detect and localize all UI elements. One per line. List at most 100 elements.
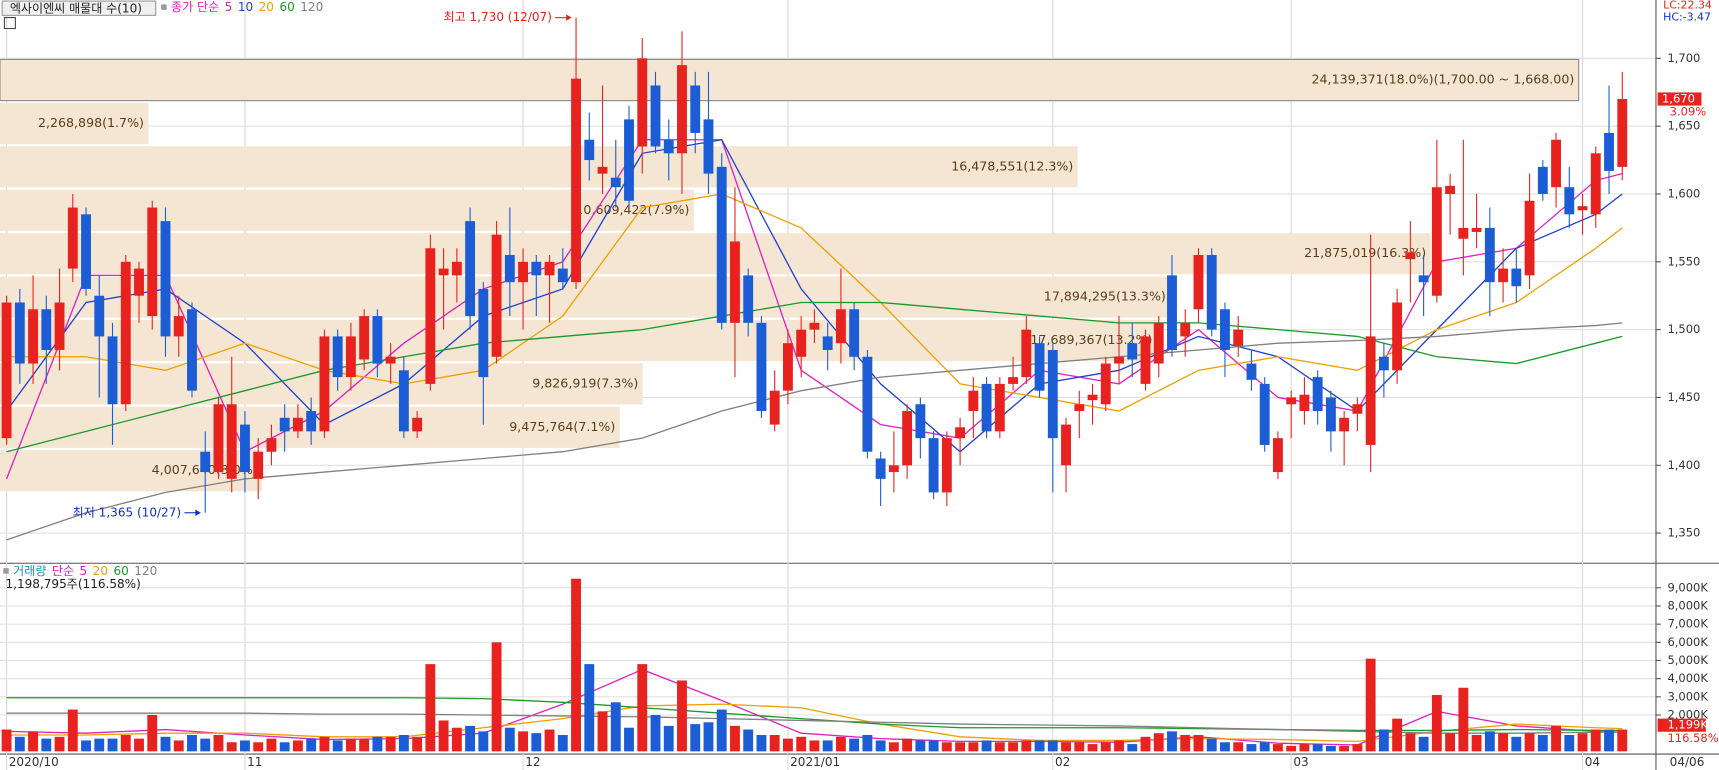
volume-bar	[107, 738, 118, 752]
volume-bar	[928, 740, 939, 752]
volume-bar	[1577, 733, 1588, 752]
annotation-arrowhead	[566, 14, 572, 21]
volume-bar	[835, 736, 846, 752]
candle-body	[1564, 187, 1575, 215]
volume-bar	[1498, 733, 1509, 752]
candle-body	[1339, 417, 1350, 432]
candle-body	[1551, 139, 1561, 188]
candle-body	[1220, 309, 1230, 350]
candle-body	[1418, 275, 1429, 283]
candle-body	[1127, 343, 1138, 360]
candle-body	[1352, 404, 1363, 414]
y-tick-label: 1,350	[1667, 526, 1700, 540]
volume-bar	[41, 738, 52, 752]
candle-body	[253, 451, 264, 479]
candle-body	[849, 309, 860, 357]
volume-bar	[1087, 744, 1098, 752]
profile-label: 17,894,295(13.3%)	[1044, 289, 1166, 304]
candle-body	[491, 234, 502, 357]
volume-bar	[730, 725, 740, 752]
profile-label: 9,475,764(7.1%)	[509, 419, 615, 434]
candle-body	[1325, 397, 1336, 432]
volume-bar	[584, 664, 595, 752]
volume-bar	[54, 736, 65, 752]
y-tick-label: 1,700	[1667, 51, 1700, 65]
volume-bar	[677, 680, 687, 752]
y-tick-label: 1,650	[1667, 119, 1700, 133]
profile-band	[0, 146, 1078, 188]
candle-body	[690, 85, 701, 133]
legend-label: 단순	[52, 564, 74, 578]
volume-bar	[478, 731, 489, 752]
candle-body	[266, 438, 277, 452]
volume-bar	[1127, 744, 1138, 752]
y-tick-label: 1,450	[1667, 390, 1700, 404]
candle-body	[54, 302, 65, 350]
volume-bar	[1259, 742, 1270, 752]
volume-bar	[1392, 718, 1403, 752]
marks-layer	[1, 17, 1628, 752]
volume-bar	[650, 715, 661, 752]
volume-bar	[716, 709, 727, 752]
volume-bar	[332, 740, 343, 752]
profile-label: 21,875,019(16.3%)	[1304, 245, 1426, 260]
volume-bar	[1167, 731, 1177, 752]
volume-bar	[1034, 740, 1045, 752]
volume-bar	[465, 725, 476, 752]
candle-body	[1140, 336, 1151, 384]
volume-bar	[1325, 745, 1336, 752]
volume-bar	[200, 738, 211, 752]
volume-bar	[822, 740, 833, 752]
volume-bar	[663, 725, 674, 752]
candle-body	[981, 383, 992, 432]
legend-entry: 60	[113, 564, 128, 578]
candle-body	[1405, 252, 1416, 260]
candle-body	[544, 261, 555, 276]
volume-bar	[610, 702, 621, 752]
volume-bar	[518, 731, 529, 752]
candle-body	[769, 390, 780, 425]
volume-bar	[81, 740, 91, 752]
volume-bar	[1405, 733, 1416, 752]
legend-entry: 10	[238, 0, 253, 14]
volume-bar	[902, 738, 913, 752]
candle-body	[1590, 153, 1601, 215]
legend-entry: 5	[80, 564, 88, 578]
y-tick-label: 2,000K	[1667, 708, 1708, 722]
candle-body	[1034, 343, 1045, 391]
volume-bar	[1564, 734, 1575, 752]
volume-bar	[597, 711, 608, 752]
candle-body	[187, 309, 197, 391]
candle-body	[1008, 377, 1019, 384]
candle-body	[1206, 255, 1217, 330]
candle-body	[1193, 255, 1204, 310]
profile-band	[0, 58, 1580, 102]
candle-body	[1246, 363, 1257, 380]
candle-body	[213, 404, 224, 473]
candle-body	[41, 309, 52, 350]
volume-bar	[1114, 740, 1124, 752]
candle-body	[451, 261, 462, 276]
candle-body	[504, 255, 515, 283]
lc-label: LC:22.34	[1663, 0, 1712, 11]
volume-bar	[1047, 740, 1058, 752]
x-tick-label: 04	[1585, 755, 1600, 769]
candle-body	[663, 139, 674, 154]
legend-entry: 120	[134, 564, 157, 578]
profile-label: 16,478,551(12.3%)	[951, 158, 1073, 173]
volume-bar	[1445, 733, 1456, 752]
y-tick-label: 3,000K	[1667, 689, 1708, 703]
candle-body	[1378, 356, 1389, 371]
candle-body	[637, 58, 648, 147]
volume-bar	[915, 740, 926, 752]
candle-body	[1484, 227, 1495, 283]
candle-body	[398, 370, 409, 432]
candle-body	[1458, 227, 1469, 239]
candle-body	[200, 451, 211, 473]
volume-bar	[425, 664, 436, 752]
volume-bar	[637, 664, 648, 752]
volume-bar	[1140, 736, 1151, 752]
volume-bar	[1153, 733, 1164, 752]
candle-body	[134, 268, 144, 296]
